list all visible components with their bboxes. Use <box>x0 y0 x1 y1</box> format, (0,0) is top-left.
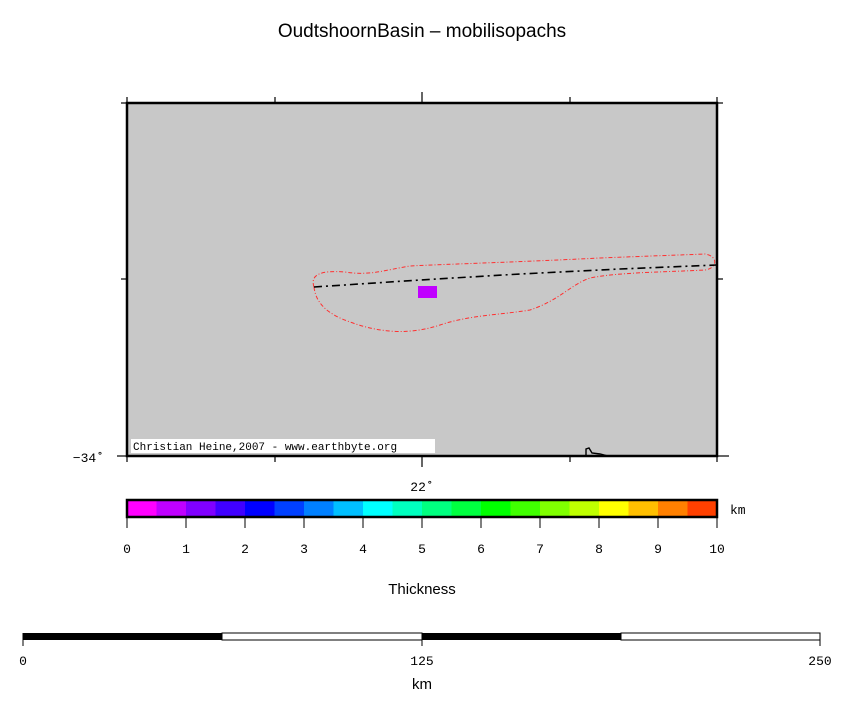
basin-outline <box>312 253 716 332</box>
scalebar: 0 125 250 km <box>19 632 832 693</box>
colorbar-swatch <box>628 500 659 517</box>
colorbar-swatch <box>215 500 246 517</box>
colorbar-tick-label: 6 <box>477 542 485 557</box>
colorbar-swatch <box>569 500 600 517</box>
colorbar-swatch <box>245 500 275 517</box>
colorbar-swatch <box>333 500 364 517</box>
colorbar-swatch <box>540 500 570 517</box>
colorbar-swatch <box>186 500 216 517</box>
colorbar-swatch <box>274 500 305 517</box>
lon-label: 22˚ <box>410 480 433 495</box>
scalebar-label: 125 <box>410 654 433 669</box>
scalebar-unit: km <box>412 676 432 693</box>
colorbar-title: Thickness <box>388 581 456 598</box>
credit-text: Christian Heine,2007 - www.earthbyte.org <box>133 442 397 454</box>
map-frame: Christian Heine,2007 - www.earthbyte.org… <box>73 92 729 495</box>
colorbar-swatch <box>156 500 187 517</box>
map-ticks <box>117 92 729 467</box>
colorbar-swatch <box>658 500 688 517</box>
map-title: OudtshoornBasin – mobilisopachs <box>278 21 566 42</box>
colorbar-swatch <box>510 500 541 517</box>
scalebar-segment <box>422 633 621 640</box>
thickness-marker <box>418 286 437 298</box>
colorbar-tick-label: 8 <box>595 542 603 557</box>
colorbar-swatch <box>392 500 423 517</box>
scalebar-segment <box>620 632 821 641</box>
colorbar-tick-label: 9 <box>654 542 662 557</box>
scalebar-label: 250 <box>808 654 831 669</box>
scalebar-label: 0 <box>19 654 27 669</box>
colorbar-swatch <box>422 500 452 517</box>
lat-label: −34˚ <box>73 451 104 466</box>
colorbar-swatch <box>304 500 334 517</box>
colorbar-swatch <box>481 500 511 517</box>
colorbar-tick-label: 3 <box>300 542 308 557</box>
colorbar-unit: km <box>730 503 746 518</box>
colorbar-swatch <box>599 500 629 517</box>
scalebar-segment <box>221 632 423 641</box>
scalebar-segment <box>23 633 222 640</box>
colorbar-swatch <box>451 500 482 517</box>
colorbar-tick-label: 1 <box>182 542 190 557</box>
colorbar-tick-label: 5 <box>418 542 426 557</box>
colorbar-tick-label: 7 <box>536 542 544 557</box>
colorbar-swatch <box>127 500 157 517</box>
credit-box <box>131 439 435 453</box>
colorbar-tick-label: 0 <box>123 542 131 557</box>
colorbar: 0 1 2 3 4 5 6 7 8 9 10 <box>123 498 725 557</box>
colorbar-tick-label: 4 <box>359 542 367 557</box>
colorbar-tick-label: 2 <box>241 542 249 557</box>
colorbar-tick-label: 10 <box>709 542 725 557</box>
colorbar-swatch <box>363 500 393 517</box>
colorbar-swatch <box>687 500 718 517</box>
coastline <box>585 447 609 457</box>
